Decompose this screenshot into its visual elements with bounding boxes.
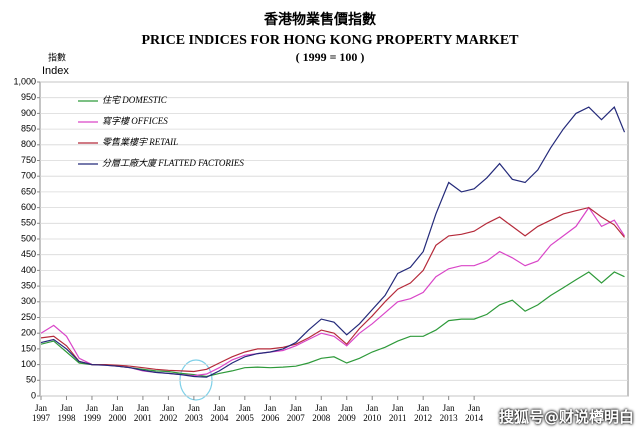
- legend-label: 分層工廠大廈 FLATTED FACTORIES: [102, 158, 244, 168]
- y-tick-label: 950: [21, 92, 36, 102]
- x-tick-label: Jan 2007: [286, 403, 305, 423]
- y-tick-label: 150: [21, 343, 36, 353]
- x-tick-label: Jan 2014: [465, 403, 484, 423]
- y-tick-label: 600: [21, 202, 36, 212]
- x-tick-label: Jan 2005: [235, 403, 254, 423]
- x-tick-label: Jan 2002: [159, 403, 178, 423]
- y-tick-label: 0: [31, 390, 36, 400]
- legend-label: 寫字樓 OFFICES: [102, 116, 168, 126]
- y-tick-label: 500: [21, 233, 36, 243]
- y-tick-label: 900: [21, 108, 36, 118]
- y-axis-label-zh: 指數: [48, 52, 66, 64]
- y-tick-label: 800: [21, 139, 36, 149]
- y-tick-label: 50: [26, 375, 36, 385]
- y-tick-label: 850: [21, 123, 36, 133]
- legend-label: 零售業樓宇 RETAIL: [102, 137, 178, 147]
- y-tick-label: 200: [21, 328, 36, 338]
- x-tick-label: Jan 2009: [337, 403, 356, 423]
- y-tick-label: 450: [21, 249, 36, 259]
- x-tick-label: Jan 2010: [363, 403, 382, 423]
- x-tick-label: Jan 1997: [32, 403, 50, 423]
- watermark: 搜狐号@财说樽明白: [498, 408, 634, 426]
- chart-subtitle: ( 1999 = 100 ): [296, 50, 365, 64]
- y-tick-label: 300: [21, 296, 36, 306]
- chart-title-zh: 香港物業售價指數: [263, 11, 376, 28]
- x-tick-label: Jan 2012: [414, 403, 433, 423]
- series-line: [40, 206, 625, 373]
- series-line: [40, 271, 625, 378]
- y-tick-label: 250: [21, 312, 36, 322]
- x-tick-label: Jan 2001: [133, 403, 152, 423]
- x-tick-label: Jan 2008: [312, 403, 331, 423]
- series-line: [40, 206, 626, 377]
- x-tick-label: Jan 2004: [210, 403, 229, 423]
- x-tick-label: Jan 2003: [184, 403, 203, 423]
- y-tick-label: 700: [21, 171, 36, 181]
- y-tick-label: 550: [21, 218, 36, 228]
- x-tick-label: Jan 2000: [108, 403, 127, 423]
- x-tick-label: Jan 2011: [388, 403, 407, 423]
- y-tick-label: 750: [21, 155, 36, 165]
- y-tick-label: 1,000: [13, 76, 36, 86]
- series-line: [40, 106, 626, 378]
- x-tick-label: Jan 1999: [82, 403, 101, 423]
- x-tick-label: Jan 2006: [261, 403, 280, 423]
- x-tick-label: Jan 1998: [57, 403, 76, 423]
- y-tick-label: 350: [21, 280, 36, 290]
- x-tick-label: Jan 2013: [439, 403, 458, 423]
- chart-title: PRICE INDICES FOR HONG KONG PROPERTY MAR…: [141, 33, 519, 48]
- y-tick-label: 650: [21, 186, 36, 196]
- y-tick-label: 100: [21, 359, 36, 369]
- y-axis-label: Index: [42, 65, 69, 77]
- legend-label: 住宅 DOMESTIC: [102, 95, 168, 105]
- y-tick-label: 400: [21, 265, 36, 275]
